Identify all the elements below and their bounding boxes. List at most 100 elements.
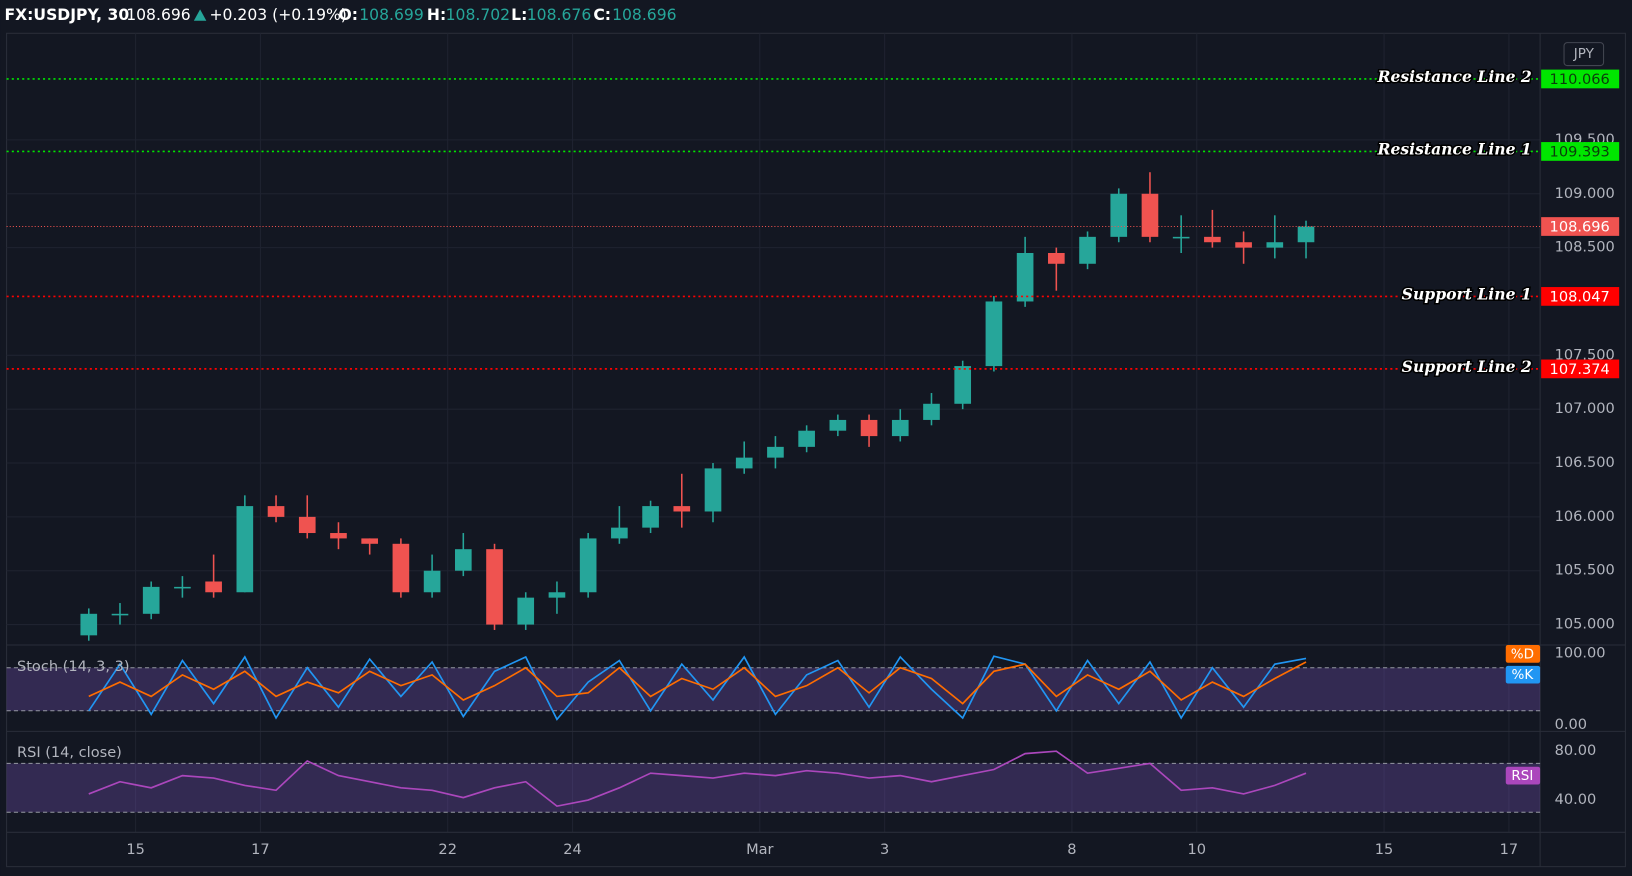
level-badge [1541,69,1620,89]
candle-body [1016,253,1034,302]
level-value: 107.374 [1550,361,1610,378]
candle-body [767,446,784,458]
y-tick-label: 40.00 [1555,791,1597,808]
y-tick-label: 100.00 [1555,644,1606,661]
candle-body [1110,193,1128,237]
x-tick-label: 15 [126,841,145,858]
level-badge [1541,287,1620,306]
level-name: Resistance Line 2 [1377,67,1532,86]
candle-body [1297,226,1315,243]
band-fill [6,763,1541,813]
pane-title: Stoch (14, 3, 3) [17,658,130,675]
candle-body [891,419,909,437]
candle-body [236,506,254,593]
y-tick-label: 105.500 [1555,562,1615,579]
candle-body [486,549,503,625]
candle-body [1204,236,1221,243]
chart-frame [6,32,1626,868]
candle-body [423,570,441,593]
level-value: 108.047 [1550,288,1610,305]
ohlc-label: C: [593,6,611,24]
level-badge [1541,359,1620,379]
candle-body [80,613,98,636]
symbol: FX:USDJPY, 30 [5,6,130,24]
candle-body [298,516,316,534]
candle-body [517,597,535,625]
current-price-badge [1541,217,1620,236]
x-tick-label: 22 [438,841,457,858]
x-tick-label: 15 [1375,841,1394,858]
candle-body [579,538,597,593]
legend-badge [1505,645,1541,663]
ohlc-value: 108.699 [359,6,423,24]
ohlc-label: H: [427,6,446,24]
candle-body [1235,242,1252,248]
ohlc-value: 108.676 [527,6,591,24]
candle-body [954,366,972,404]
level-badge [1541,142,1620,161]
candle-body [798,430,815,447]
candle-body [1048,253,1065,264]
candle-body [1141,193,1159,237]
candle-body [829,419,847,431]
y-tick-label: 108.500 [1555,239,1615,256]
x-tick-label: Mar [746,841,773,858]
legend-label: RSI [1511,768,1533,784]
y-tick-label: 107.000 [1555,400,1615,417]
candle-body [454,549,472,571]
legend-label: %D [1511,646,1534,662]
x-tick-label: 8 [1067,841,1076,858]
candle-body [330,533,347,539]
pane-title: RSI (14, close) [17,744,122,761]
x-tick-label: 17 [1500,841,1519,858]
ohlc-label: O: [338,6,358,24]
ohlc-label: L: [511,6,527,24]
y-tick-label: 107.500 [1555,346,1615,363]
series-line [88,750,1307,808]
candle-body [611,527,628,539]
y-tick-label: 106.000 [1555,508,1615,525]
legend-label: %K [1512,667,1535,683]
candle-body [205,581,222,593]
currency-button [1563,42,1605,67]
candle-body [267,506,285,517]
level-value: 109.393 [1550,143,1610,160]
x-tick-label: 24 [563,841,582,858]
candle-body [1079,236,1096,264]
x-tick-label: 10 [1188,841,1207,858]
candle-body [392,543,410,593]
candle-body [735,457,753,469]
candle-body [548,592,566,598]
series-line [88,661,1307,705]
y-tick-label: 80.00 [1555,742,1597,759]
candle-body [704,468,722,512]
ohlc-value: 108.702 [446,6,510,24]
legend-badge [1505,665,1541,684]
up-arrow [193,9,207,21]
band-fill [6,667,1541,711]
level-value: 110.066 [1550,71,1610,88]
y-tick-label: 109.000 [1555,185,1615,202]
candle-body [1266,242,1284,248]
y-tick-label: 106.500 [1555,454,1615,471]
candle-body [1172,236,1190,239]
y-tick-label: 105.000 [1555,616,1615,633]
candle-body [361,538,378,544]
current-price-label: 108.696 [1550,219,1610,236]
candle-body [985,301,1003,367]
candle-body [174,586,191,589]
candle-body [923,403,940,420]
level-name: Support Line 2 [1402,357,1532,376]
candle-body [860,419,878,437]
last-price: 108.696 [126,6,190,24]
x-tick-label: 3 [880,841,889,858]
x-tick-label: 17 [251,841,270,858]
legend-badge [1505,766,1541,785]
grid [6,33,1541,833]
candle-body [673,506,691,512]
level-name: Resistance Line 1 [1377,139,1532,158]
y-tick-label: 0.00 [1555,716,1587,733]
